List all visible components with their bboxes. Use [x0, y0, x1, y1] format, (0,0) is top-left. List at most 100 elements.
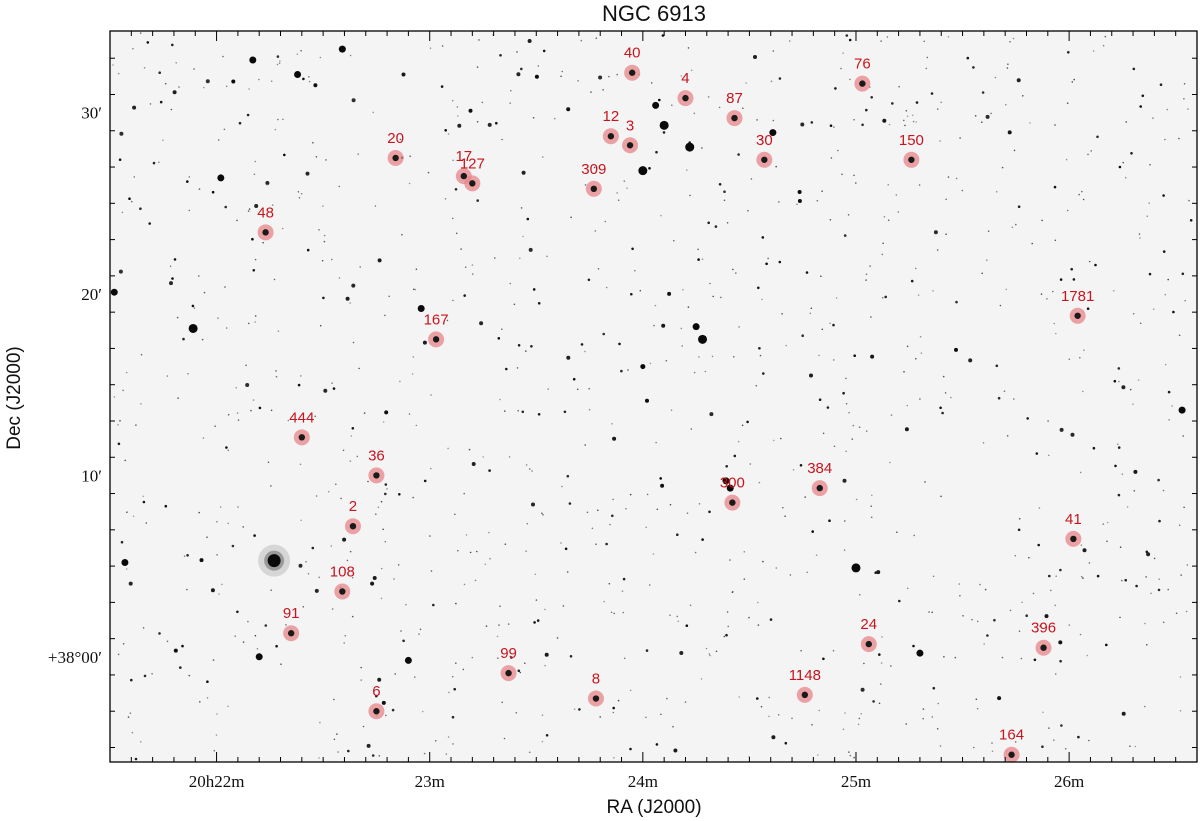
field-star: [505, 367, 508, 371]
field-star: [855, 498, 858, 501]
field-star: [1039, 625, 1041, 627]
field-star: [471, 656, 474, 659]
field-star: [1088, 739, 1090, 742]
field-star: [612, 498, 614, 501]
star-marker-444: 444: [289, 409, 314, 446]
field-star: [767, 257, 769, 260]
field-star: [1025, 614, 1028, 617]
field-star: [622, 611, 625, 614]
field-star: [402, 639, 405, 643]
field-star: [755, 384, 758, 387]
star-marker-3: 3: [622, 117, 639, 154]
field-star: [945, 233, 947, 235]
field-star: [880, 40, 882, 42]
y-axis: +38°00′ 10′ 20′ 30′: [48, 57, 1197, 748]
field-star: [714, 225, 718, 228]
star-marker-36: 36: [368, 447, 385, 484]
field-star: [397, 564, 400, 566]
field-star: [566, 107, 571, 112]
field-star: [749, 463, 752, 465]
field-star: [1146, 552, 1151, 557]
field-star: [352, 341, 355, 344]
field-star: [1121, 385, 1126, 390]
field-star: [372, 111, 375, 114]
field-star: [1047, 420, 1049, 422]
field-star: [865, 273, 868, 276]
field-star: [509, 102, 512, 104]
field-star: [281, 227, 284, 230]
field-star: [1153, 557, 1156, 560]
field-star: [398, 493, 401, 496]
field-star: [1088, 260, 1091, 263]
field-star: [827, 405, 829, 408]
field-star: [312, 141, 314, 144]
field-star: [961, 189, 964, 192]
field-star: [584, 444, 586, 446]
field-star: [822, 657, 825, 661]
field-star: [630, 292, 633, 296]
field-star: [1119, 546, 1122, 548]
field-star: [1048, 727, 1050, 729]
field-star: [737, 440, 740, 443]
field-star: [605, 286, 608, 289]
field-star: [282, 118, 284, 121]
field-star: [1168, 419, 1170, 421]
field-star: [1067, 51, 1070, 54]
field-star: [489, 557, 491, 560]
field-star: [125, 568, 128, 570]
field-star: [143, 67, 146, 69]
field-star: [1164, 363, 1167, 366]
field-star: [487, 122, 492, 127]
field-star: [452, 217, 454, 220]
field-star: [1178, 334, 1181, 337]
field-star: [340, 497, 342, 500]
field-star: [723, 190, 726, 193]
field-star: [971, 618, 973, 621]
field-star: [572, 377, 576, 381]
field-star: [985, 114, 990, 119]
field-star: [853, 756, 855, 759]
field-star: [797, 199, 802, 203]
field-star: [994, 76, 997, 79]
field-star: [855, 182, 857, 184]
star-marker-24: 24: [860, 616, 877, 653]
field-star: [848, 411, 850, 414]
star-marker-99: 99: [500, 645, 517, 682]
field-star: [905, 723, 907, 725]
field-star: [178, 86, 180, 88]
field-star: [604, 220, 607, 223]
field-star: [1018, 630, 1021, 632]
star-marker-48: 48: [257, 204, 274, 241]
y-tick-label: 20′: [81, 285, 102, 304]
field-star: [1041, 745, 1044, 748]
field-star: [680, 327, 683, 330]
field-star: [452, 743, 454, 745]
field-star: [861, 123, 864, 127]
field-star: [612, 436, 617, 441]
field-star: [415, 268, 418, 271]
field-star: [132, 105, 137, 110]
star-marker-150: 150: [899, 132, 924, 168]
field-star: [849, 78, 851, 81]
field-star: [566, 474, 570, 478]
field-star: [285, 624, 287, 626]
field-star: [932, 686, 936, 690]
field-star: [217, 139, 220, 141]
field-star: [621, 590, 624, 592]
field-star: [380, 500, 383, 503]
field-star: [655, 441, 657, 444]
field-star: [300, 519, 303, 522]
field-star: [797, 190, 802, 194]
field-star: [1148, 272, 1152, 276]
field-star: [1048, 574, 1051, 578]
field-star: [1133, 490, 1136, 492]
field-star: [920, 352, 923, 354]
field-star: [1121, 579, 1123, 582]
star-marker-164: 164: [999, 727, 1024, 763]
field-star: [531, 502, 535, 507]
field-star: [725, 633, 728, 637]
field-star: [405, 603, 407, 606]
bright-star: [722, 477, 730, 485]
field-star: [932, 575, 935, 578]
star-core: [373, 472, 380, 479]
